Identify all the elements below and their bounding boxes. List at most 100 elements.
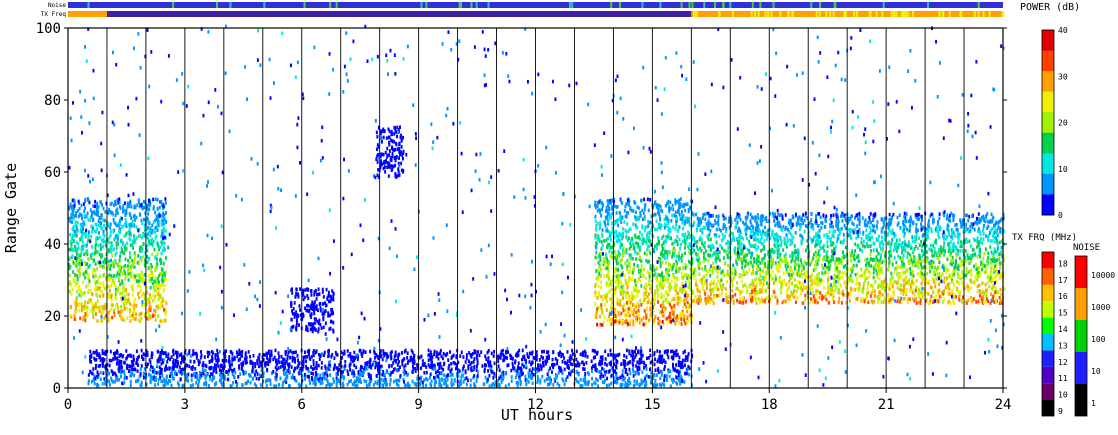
heatmap-cell: [680, 271, 683, 276]
heatmap-cell: [91, 306, 94, 310]
heatmap-cell: [702, 259, 705, 264]
heatmap-cell: [608, 216, 611, 220]
heatmap-cell: [638, 320, 641, 325]
heatmap-cell: [795, 284, 798, 288]
heatmap-cell: [731, 271, 734, 276]
heatmap-cell: [810, 282, 813, 287]
heatmap-cell: [911, 260, 914, 265]
heatmap-cell: [134, 274, 137, 279]
heatmap-cell: [814, 276, 817, 281]
heatmap-cell: [781, 281, 784, 286]
heatmap-cell: [70, 215, 73, 219]
heatmap-cell: [869, 212, 872, 216]
heatmap-cell: [596, 322, 599, 327]
heatmap-cell: [995, 279, 998, 284]
heatmap-cell: [146, 207, 149, 212]
heatmap-cell: [857, 234, 860, 239]
heatmap-cell: [98, 252, 101, 257]
heatmap-cell: [992, 278, 995, 283]
heatmap-cell: [629, 308, 632, 312]
heatmap-cell: [750, 215, 753, 219]
heatmap-cell: [632, 209, 635, 213]
heatmap-cell: [860, 273, 863, 278]
heatmap-cell: [128, 236, 131, 241]
heatmap-cell: [732, 231, 734, 236]
heatmap-cell: [155, 234, 158, 239]
heatmap-cell: [697, 301, 700, 305]
heatmap-cell: [891, 284, 894, 288]
heatmap-cell: [942, 246, 945, 250]
heatmap-cell: [127, 223, 130, 227]
heatmap-cell: [835, 212, 837, 216]
heatmap-cell: [753, 298, 756, 302]
heatmap-cell: [114, 253, 117, 257]
heatmap-cell: [761, 286, 764, 290]
heatmap-cell: [72, 239, 75, 244]
heatmap-cell: [163, 241, 166, 246]
heatmap-cell: [972, 237, 975, 242]
heatmap-cell: [845, 300, 848, 305]
heatmap-cell: [95, 203, 98, 208]
heatmap-cell: [687, 293, 690, 298]
heatmap-cell: [683, 235, 686, 240]
heatmap-cell: [648, 231, 651, 235]
heatmap-cell: [639, 230, 641, 235]
heatmap-cell: [99, 281, 102, 286]
txfreq-bar-segment: [853, 11, 856, 17]
heatmap-cell: [995, 249, 998, 254]
heatmap-cell: [665, 268, 668, 272]
heatmap-cell: [96, 285, 99, 290]
heatmap-cell: [903, 296, 905, 301]
heatmap-cell: [125, 299, 128, 303]
heatmap-cell: [128, 204, 131, 209]
heatmap-cell: [89, 263, 91, 268]
heatmap-cell: [815, 214, 818, 218]
heatmap-cell: [721, 232, 724, 237]
heatmap-cell: [149, 233, 152, 238]
heatmap-cell: [709, 229, 712, 233]
heatmap-cell: [682, 266, 685, 271]
heatmap-cell: [841, 271, 844, 276]
heatmap-cell: [936, 250, 939, 255]
heatmap-cell: [921, 218, 923, 222]
heatmap-cell: [608, 317, 611, 322]
heatmap-cell: [715, 234, 718, 239]
heatmap-cell: [789, 268, 792, 272]
heatmap-cell: [857, 288, 860, 293]
heatmap-cell: [699, 261, 702, 265]
heatmap-cell: [124, 213, 127, 217]
heatmap-cell: [713, 280, 716, 284]
heatmap-cell: [704, 265, 707, 269]
heatmap-cell: [129, 201, 132, 205]
heatmap-cell: [966, 213, 969, 218]
heatmap-cell: [134, 253, 137, 258]
heatmap-cell: [669, 315, 672, 319]
heatmap-cell: [621, 248, 624, 252]
heatmap-cell: [842, 292, 845, 297]
heatmap-cell: [925, 280, 928, 284]
heatmap-cell: [923, 232, 926, 237]
heatmap-cell: [820, 297, 823, 301]
heatmap-cell: [114, 287, 117, 292]
heatmap-cell: [162, 228, 165, 233]
heatmap-cell: [671, 252, 674, 256]
heatmap-cell: [628, 257, 631, 261]
heatmap-cell: [945, 216, 948, 221]
heatmap-cell: [596, 309, 599, 314]
heatmap-cell: [791, 241, 794, 245]
heatmap-cell: [601, 243, 604, 248]
heatmap-cell: [613, 243, 615, 247]
heatmap-cell: [869, 244, 872, 248]
heatmap-cell: [962, 283, 965, 287]
heatmap-cell: [109, 229, 112, 233]
heatmap-cell: [797, 254, 800, 259]
heatmap-cell: [708, 267, 711, 272]
heatmap-cell: [142, 280, 145, 285]
heatmap-cell: [991, 298, 994, 302]
heatmap-cell: [652, 305, 655, 310]
heatmap-cell: [700, 220, 703, 225]
heatmap-cell: [606, 258, 608, 262]
heatmap-cell: [761, 218, 764, 223]
heatmap-cell: [763, 288, 766, 292]
heatmap-cell: [950, 275, 952, 280]
